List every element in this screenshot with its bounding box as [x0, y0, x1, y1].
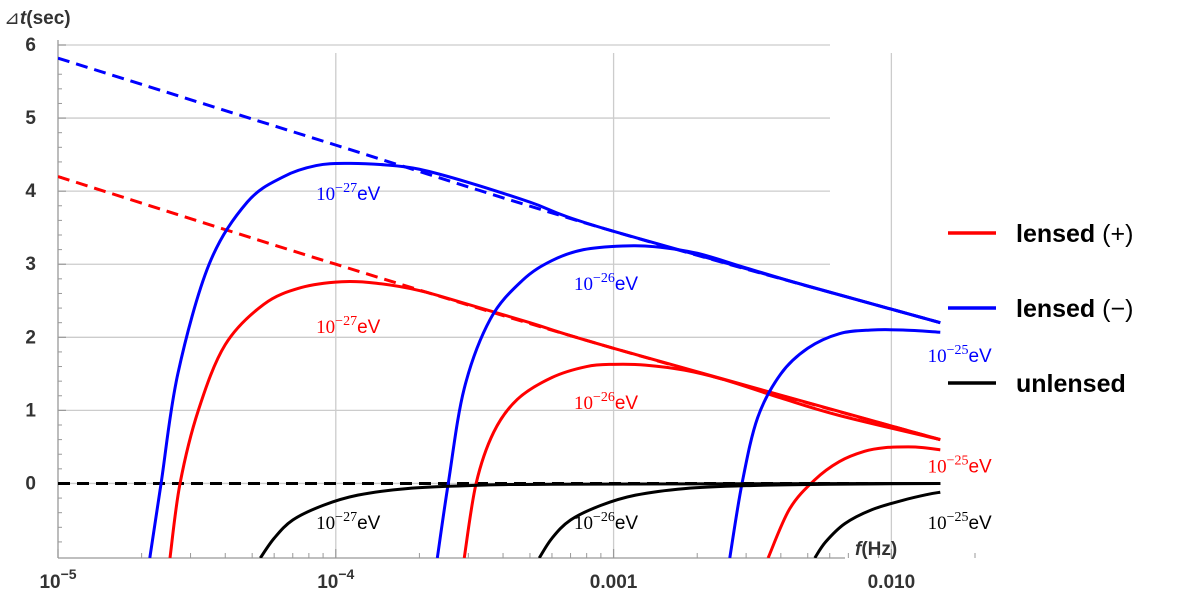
series-minus-dashed	[58, 56, 941, 325]
curve-label-plus-3: 10−27eV	[316, 314, 380, 338]
axes: 0 1 2 3 4 5 6 10−5 10−4 0.001 0.010 ⊿t(sec) f(Hz)	[4, 8, 976, 593]
curve-label-plus-5: 10−25eV	[928, 454, 992, 478]
series-minus-solid-10^-25	[728, 328, 941, 558]
legend: lensed (+) lensed (−) unlensed	[948, 220, 1133, 398]
curve-label-minus-1: 10−26eV	[574, 271, 638, 295]
curve-label-minus-2: 10−25eV	[928, 343, 992, 367]
series-minus-solid-10^-27	[148, 161, 941, 558]
curve-label-unlensed-7: 10−26eV	[574, 510, 638, 534]
curve-label-unlensed-6: 10−27eV	[316, 510, 380, 534]
curve-label-plus-4: 10−26eV	[574, 390, 638, 414]
curve-label-unlensed-8: 10−25eV	[928, 510, 992, 534]
curves	[58, 56, 941, 558]
curve-label-minus-0: 10−27eV	[316, 181, 380, 205]
y-tick-label-5: 5	[25, 108, 36, 129]
series-plus-solid-10^-27	[168, 279, 941, 558]
x-tick-label-3: 0.010	[868, 572, 916, 593]
y-tick-label-3: 3	[25, 254, 36, 275]
y-tick-label-0: 0	[25, 473, 36, 494]
x-axis-label: f(Hz)	[855, 539, 897, 560]
y-tick-label-6: 6	[25, 35, 36, 56]
series-minus-solid-10^-26	[435, 244, 941, 558]
series-plus-dashed	[58, 175, 941, 442]
series-plus-solid-10^-25	[766, 445, 941, 558]
x-tick-label-0: 10−5	[39, 566, 76, 593]
x-tick-label-1: 10−4	[317, 566, 354, 593]
y-tick-label-4: 4	[25, 181, 36, 202]
series-unlensed-solid-10^-27	[259, 481, 941, 558]
series-plus-solid-10^-26	[462, 362, 941, 558]
legend-label-0: lensed (+)	[1016, 220, 1133, 248]
y-tick-label-1: 1	[25, 400, 36, 421]
series-unlensed-solid-10^-26	[537, 481, 941, 558]
y-tick-label-2: 2	[25, 327, 36, 348]
x-tick-label-2: 0.001	[590, 572, 638, 593]
legend-label-2: unlensed	[1016, 370, 1126, 398]
grid	[58, 44, 893, 558]
series-unlensed-solid-10^-25	[813, 490, 941, 558]
legend-label-1: lensed (−)	[1016, 295, 1133, 323]
y-axis-label: ⊿t(sec)	[4, 8, 71, 29]
annotations: 10−27eV 10−26eV 10−25eV 10−27eV 10−26eV 10−25…	[316, 181, 992, 534]
